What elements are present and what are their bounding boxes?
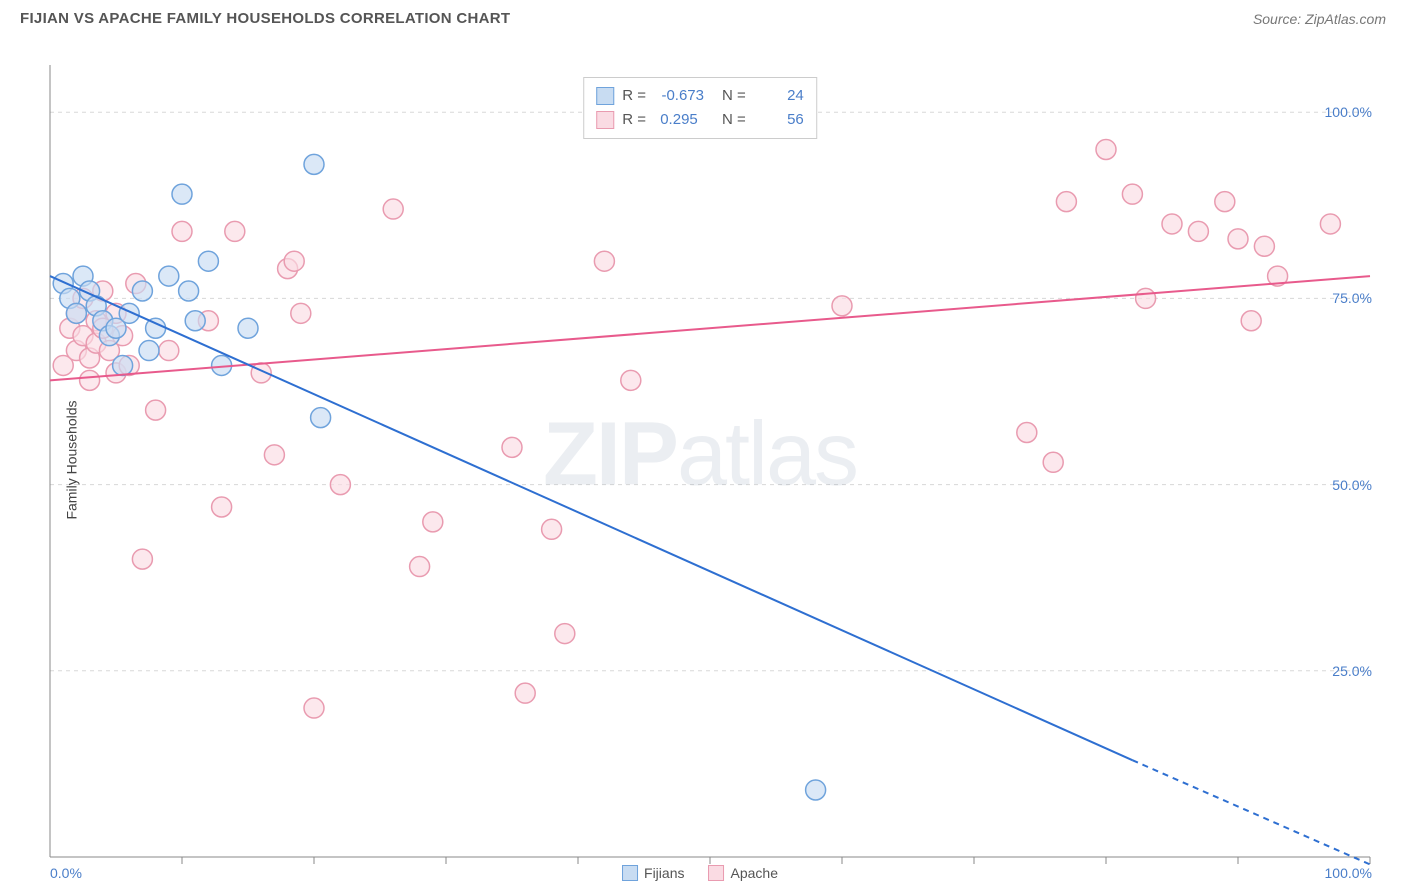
n-label: N = — [722, 108, 746, 132]
apache-r-value: 0.295 — [654, 108, 704, 132]
fijians-swatch — [596, 87, 614, 105]
chart-container: ZIPatlas Family Households R = -0.673 N … — [0, 35, 1400, 885]
r-label: R = — [622, 84, 646, 108]
fijians-r-value: -0.673 — [654, 84, 704, 108]
y-tick: 50.0% — [1332, 477, 1372, 493]
apache-label: Apache — [730, 865, 777, 881]
y-tick: 25.0% — [1332, 663, 1372, 679]
x-tick-right: 100.0% — [1325, 865, 1372, 881]
source-attribution: Source: ZipAtlas.com — [1253, 11, 1386, 27]
legend-item-apache: Apache — [708, 865, 777, 881]
apache-swatch — [596, 111, 614, 129]
legend-item-fijians: Fijians — [622, 865, 684, 881]
apache-n-value: 56 — [754, 108, 804, 132]
legend-row-apache: R = 0.295 N = 56 — [596, 108, 804, 132]
y-tick: 100.0% — [1325, 104, 1372, 120]
n-label: N = — [722, 84, 746, 108]
scatter-plot — [0, 35, 1406, 885]
apache-swatch-icon — [708, 865, 724, 881]
r-label: R = — [622, 108, 646, 132]
y-axis-label: Family Households — [64, 400, 80, 519]
chart-title: FIJIAN VS APACHE FAMILY HOUSEHOLDS CORRE… — [20, 10, 510, 27]
y-tick: 75.0% — [1332, 290, 1372, 306]
x-tick-left: 0.0% — [50, 865, 82, 881]
fijians-swatch-icon — [622, 865, 638, 881]
legend-row-fijians: R = -0.673 N = 24 — [596, 84, 804, 108]
correlation-legend: R = -0.673 N = 24 R = 0.295 N = 56 — [583, 77, 817, 139]
series-legend: Fijians Apache — [622, 865, 778, 881]
fijians-n-value: 24 — [754, 84, 804, 108]
fijians-label: Fijians — [644, 865, 684, 881]
